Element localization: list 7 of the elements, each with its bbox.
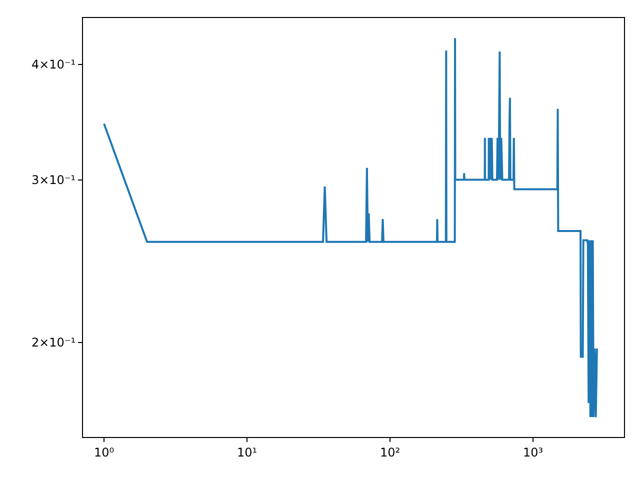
x-tick-label: 10⁰	[94, 445, 114, 460]
y-tick-label: 4×10⁻¹	[31, 58, 76, 72]
x-tick-label: 10³	[522, 445, 544, 460]
x-tick-label: 10²	[380, 445, 400, 460]
x-tick-label: 10¹	[236, 445, 258, 460]
y-tick-label: 3×10⁻¹	[31, 172, 76, 187]
y-tick-label: 2×10⁻¹	[31, 336, 76, 350]
